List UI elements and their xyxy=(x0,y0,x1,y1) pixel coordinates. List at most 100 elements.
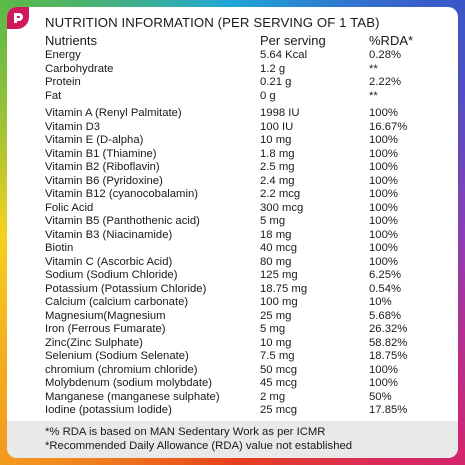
table-row: Carbohydrate 1.2 g ** xyxy=(7,63,458,77)
table-row: Protein 0.21 g 2.22% xyxy=(7,76,458,90)
nutrient-name: Potassium (Potassium Chloride) xyxy=(45,282,207,295)
nutrient-name: Vitamin B6 (Pyridoxine) xyxy=(45,174,163,187)
per-serving-value: 100 IU xyxy=(260,120,294,133)
table-row: Vitamin B2 (Riboflavin) 2.5 mg 100% xyxy=(7,161,458,175)
nutrition-panel: NUTRITION INFORMATION (PER SERVING OF 1 … xyxy=(7,7,458,458)
rda-value: 16.67% xyxy=(369,120,408,133)
rda-value: ** xyxy=(369,62,378,75)
rda-value: 100% xyxy=(369,134,398,146)
table-row: Potassium (Potassium Chloride) 18.75 mg 0.… xyxy=(7,283,458,297)
per-serving-value: 100 mg xyxy=(260,296,298,308)
nutrient-name: Vitamin B3 (Niacinamide) xyxy=(45,228,173,241)
table-row: chromium (chromium chloride) 50 mcg 100% xyxy=(7,364,458,378)
table-row: Vitamin B3 (Niacinamide) 18 mg 100% xyxy=(7,229,458,243)
nutrient-name: Biotin xyxy=(45,242,74,254)
rda-value: 100% xyxy=(369,147,398,160)
per-serving-value: 2.4 mg xyxy=(260,174,295,187)
panel-title: NUTRITION INFORMATION (PER SERVING OF 1 … xyxy=(45,15,380,30)
header-nutrients: Nutrients xyxy=(45,33,98,48)
rda-value: ** xyxy=(369,89,378,102)
rda-value: 100% xyxy=(369,377,398,389)
rda-value: 17.85% xyxy=(369,404,408,416)
table-row: Vitamin B1 (Thiamine) 1.8 mg 100% xyxy=(7,148,458,162)
per-serving-value: 5 mg xyxy=(260,215,286,227)
table-row: Iodine (potassium Iodide) 25 mcg 17.85% xyxy=(7,404,458,418)
nutrient-name: Vitamin B12 (cyanocobalamin) xyxy=(45,188,199,200)
per-serving-value: 25 mcg xyxy=(260,404,298,416)
per-serving-value: 25 mg xyxy=(260,309,292,322)
nutrient-name: Vitamin A (Renyl Palmitate) xyxy=(45,107,182,119)
table-row: Molybdenum (sodium molybdate) 45 mcg 100% xyxy=(7,377,458,391)
nutrient-name: Iodine (potassium Iodide) xyxy=(45,404,172,416)
nutrient-name: Manganese (manganese sulphate) xyxy=(45,390,220,403)
footer-note-rda: *% RDA is based on MAN Sedentary Work as… xyxy=(45,426,326,438)
rda-value: 26.32% xyxy=(369,323,408,335)
rda-value: 5.68% xyxy=(369,309,402,322)
nutrient-name: Fat xyxy=(45,89,62,102)
rda-value: 6.25% xyxy=(369,269,402,281)
table-row: Vitamin B12 (cyanocobalamin) 2.2 mcg 100% xyxy=(7,188,458,202)
rda-value: 100% xyxy=(369,242,398,254)
table-row: Vitamin C (Ascorbic Acid) 80 mg 100% xyxy=(7,256,458,270)
rda-value: 18.75% xyxy=(369,350,408,362)
nutrient-name: Vitamin B1 (Thiamine) xyxy=(45,147,157,160)
table-row: Zinc(Zinc Sulphate) 10 mg 58.82% xyxy=(7,337,458,351)
rda-value: 100% xyxy=(369,255,398,268)
table-row: Manganese (manganese sulphate) 2 mg 50% xyxy=(7,391,458,405)
per-serving-value: 1.8 mg xyxy=(260,147,295,160)
rda-value: 100% xyxy=(369,161,398,173)
nutrient-name: Iron (Ferrous Fumarate) xyxy=(45,323,166,335)
per-serving-value: 2.5 mg xyxy=(260,161,295,173)
table-row: Folic Acid 300 mcg 100% xyxy=(7,202,458,216)
table-row: Vitamin E (D-alpha) 10 mg 100% xyxy=(7,134,458,148)
per-serving-value: 1998 IU xyxy=(260,107,300,119)
nutrient-name: Carbohydrate xyxy=(45,62,114,75)
table-row: Iron (Ferrous Fumarate) 5 mg 26.32% xyxy=(7,323,458,337)
rda-value: 100% xyxy=(369,228,398,241)
rda-value: 2.22% xyxy=(369,76,402,88)
table-row: Selenium (Sodium Selenate) 7.5 mg 18.75% xyxy=(7,350,458,364)
per-serving-value: 10 mg xyxy=(260,336,292,349)
header-rda: %RDA* xyxy=(369,33,414,48)
nutrient-name: Zinc(Zinc Sulphate) xyxy=(45,336,143,349)
nutrient-name: Vitamin B2 (Riboflavin) xyxy=(45,161,160,173)
nutrient-name: Molybdenum (sodium molybdate) xyxy=(45,377,213,389)
per-serving-value: 0 g xyxy=(260,89,276,102)
nutrition-table: Energy 5.64 Kcal 0.28% Carbohydrate 1.2 g ** P… xyxy=(7,49,458,418)
table-row: Biotin 40 mcg 100% xyxy=(7,242,458,256)
nutrient-name: Energy xyxy=(45,49,81,61)
per-serving-value: 2.2 mcg xyxy=(260,188,301,200)
table-row: Sodium (Sodium Chloride) 125 mg 6.25% xyxy=(7,269,458,283)
per-serving-value: 50 mcg xyxy=(260,363,298,376)
nutrient-name: Folic Acid xyxy=(45,201,94,214)
table-row: Fat 0 g ** xyxy=(7,90,458,104)
brand-logo-icon xyxy=(7,7,29,29)
rda-value: 58.82% xyxy=(369,336,408,349)
table-row: Vitamin B6 (Pyridoxine) 2.4 mg 100% xyxy=(7,175,458,189)
rda-value: 0.54% xyxy=(369,282,402,295)
per-serving-value: 10 mg xyxy=(260,134,292,146)
header-per-serving: Per serving xyxy=(260,33,326,48)
rda-value: 10% xyxy=(369,296,392,308)
rda-value: 100% xyxy=(369,363,398,376)
per-serving-value: 125 mg xyxy=(260,269,298,281)
rda-value: 100% xyxy=(369,188,398,200)
table-row: Vitamin D3 100 IU 16.67% xyxy=(7,121,458,135)
per-serving-value: 5 mg xyxy=(260,323,286,335)
per-serving-value: 40 mcg xyxy=(260,242,298,254)
nutrient-name: Magnesium(Magnesium xyxy=(45,309,166,322)
nutrient-name: Protein xyxy=(45,76,81,88)
nutrient-name: chromium (chromium chloride) xyxy=(45,363,198,376)
rda-value: 50% xyxy=(369,390,392,403)
per-serving-value: 18 mg xyxy=(260,228,292,241)
nutrient-name: Selenium (Sodium Selenate) xyxy=(45,350,189,362)
rda-value: 100% xyxy=(369,174,398,187)
rda-value: 100% xyxy=(369,201,398,214)
table-row: Calcium (calcium carbonate) 100 mg 10% xyxy=(7,296,458,310)
per-serving-value: 7.5 mg xyxy=(260,350,295,362)
per-serving-value: 45 mcg xyxy=(260,377,298,389)
nutrient-name: Vitamin E (D-alpha) xyxy=(45,134,144,146)
per-serving-value: 80 mg xyxy=(260,255,292,268)
table-row: Energy 5.64 Kcal 0.28% xyxy=(7,49,458,63)
per-serving-value: 1.2 g xyxy=(260,62,286,75)
